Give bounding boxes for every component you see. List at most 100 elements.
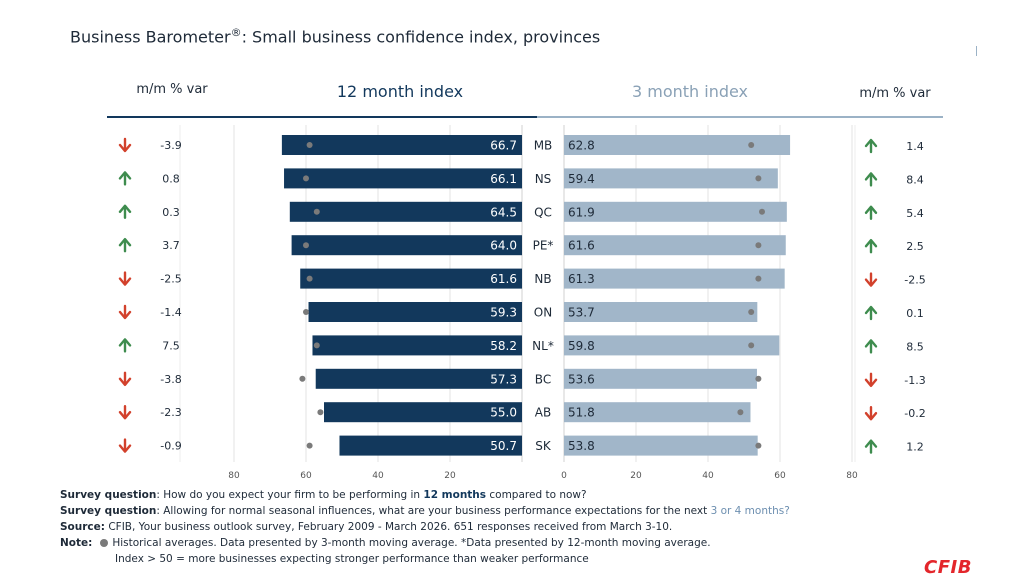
historical-dot-3-month [737,409,744,416]
province-label: NS [535,172,552,186]
up-arrow-icon [118,171,132,186]
historical-dot-3-month [755,375,762,382]
bar-12-month [300,268,522,289]
historical-dot-3-month [748,309,755,315]
up-arrow-icon [864,172,878,187]
mm-var-left-header: m/m % var [136,82,208,97]
province-label: PE* [533,239,554,253]
source-note: Source: CFIB, Your business outlook surv… [60,521,673,533]
mm-var-12-month: -3.8 [160,373,181,386]
province-label: SK [535,439,552,453]
mm-var-12-month: -2.3 [160,406,181,419]
bar-label-3-month: 53.8 [568,439,595,453]
bar-3-month [564,201,787,222]
down-arrow-icon [864,406,878,421]
mm-var-12-month: 0.8 [162,172,180,185]
bar-label-12-month: 64.5 [490,205,517,219]
bar-label-12-month: 66.1 [490,172,517,186]
province-label: ON [534,306,552,320]
historical-dot-12-month [303,242,309,249]
bar-label-12-month: 64.0 [490,239,517,253]
bar-3-month [564,402,751,423]
down-arrow-icon [864,372,878,387]
historical-dot-12-month [317,409,324,416]
divider [976,46,977,56]
bar-12-month [339,435,522,456]
down-arrow-icon [118,271,132,286]
twelve-month-header: 12 month index [336,82,464,101]
up-arrow-icon [864,238,878,254]
down-arrow-icon [118,304,132,320]
bar-label-12-month: 59.3 [490,306,517,320]
mm-var-3-month: 8.4 [906,173,924,186]
up-arrow-icon [118,204,132,220]
bar-3-month [564,168,778,189]
header-rule-dark [107,116,537,118]
bar-12-month [291,235,522,256]
historical-dot-12-month [299,375,306,382]
mm-var-3-month: 2.5 [906,240,924,253]
up-arrow-icon [118,338,132,353]
bar-label-12-month: 61.6 [490,272,517,286]
historical-dot-3-month [748,142,755,148]
down-arrow-icon [864,272,878,287]
bar-3-month [564,135,791,155]
mm-var-3-month: 1.2 [906,441,924,454]
down-arrow-icon [118,137,132,153]
mm-var-12-month: 7.5 [162,339,180,352]
historical-dot-3-month [755,275,762,282]
bar-12-month [281,135,522,155]
survey-question-3: Survey question: Allowing for normal sea… [60,505,790,517]
province-label: NB [534,272,551,286]
bar-12-month [312,335,522,356]
mm-var-12-month: -3.9 [160,139,181,152]
up-arrow-icon [864,339,878,354]
header-rule-light [537,116,943,118]
mm-var-right-header: m/m % var [859,86,931,101]
x-tick-label-right: 80 [846,471,858,481]
bar-3-month [564,368,757,389]
up-arrow-icon [864,305,878,321]
up-arrow-icon [864,138,878,154]
bar-3-month [564,268,785,289]
mm-var-3-month: -2.5 [904,274,925,287]
bar-label-3-month: 61.6 [568,239,595,253]
note-line: Note: Historical averages. Data presented… [60,537,711,549]
mm-var-3-month: 0.1 [906,307,924,320]
bar-label-12-month: 55.0 [490,406,517,420]
bar-label-12-month: 57.3 [490,372,517,386]
mm-var-12-month: 3.7 [162,239,180,252]
bar-12-month [308,302,522,322]
chart-title: Business Barometer®: Small business conf… [70,26,601,47]
up-arrow-icon [864,439,878,454]
historical-dot-12-month [313,342,320,349]
up-arrow-icon [118,237,132,253]
cfib-logo: CFIB [924,557,972,578]
bar-label-3-month: 62.8 [568,139,595,153]
bar-label-3-month: 53.6 [568,372,595,386]
bar-12-month [289,201,522,222]
historical-dot-icon [100,539,109,547]
mm-var-3-month: -0.2 [904,407,925,420]
down-arrow-icon [118,438,132,453]
bar-12-month [315,368,522,389]
x-tick-label-left: 60 [300,471,312,481]
mm-var-3-month: -1.3 [904,374,925,387]
mm-var-12-month: -0.9 [160,440,181,453]
x-tick-label-left: 20 [444,471,456,481]
bar-label-3-month: 61.9 [568,205,595,219]
x-tick-label-right: 40 [702,471,714,481]
province-label: QC [534,205,552,219]
province-label: BC [535,372,551,386]
historical-dot-12-month [313,208,320,215]
historical-dot-12-month [303,309,309,315]
mm-var-12-month: -1.4 [160,306,181,319]
bar-label-3-month: 51.8 [568,406,595,420]
x-tick-label-left: 40 [372,471,384,481]
mm-var-3-month: 8.5 [906,340,924,353]
bar-label-12-month: 58.2 [490,339,517,353]
three-month-header: 3 month index [631,82,749,101]
historical-dot-12-month [306,142,313,148]
bar-label-3-month: 61.3 [568,272,595,286]
